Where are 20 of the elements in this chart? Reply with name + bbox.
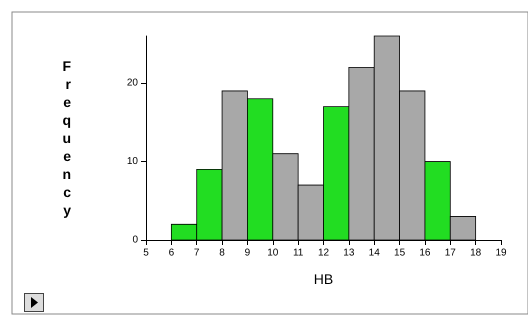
- x-tick-label: 16: [419, 248, 431, 258]
- x-tick-label: 13: [343, 248, 355, 258]
- y-tick-label: 10: [126, 156, 138, 168]
- y-tick-label: 0: [132, 234, 138, 246]
- x-tick-label: 6: [168, 248, 175, 258]
- text: Frequency: [62, 58, 71, 218]
- x-tick-label: 17: [444, 248, 456, 258]
- x-tick-label: 12: [318, 248, 330, 258]
- x-tick-label: 9: [244, 248, 251, 258]
- x-tick-label: 5: [143, 248, 150, 258]
- x-tick-label: 19: [495, 248, 507, 258]
- y-tick-label: 20: [126, 78, 138, 89]
- x-tick-label: 8: [219, 248, 226, 258]
- x-axis-title: HB: [314, 271, 334, 287]
- x-tick-label: 7: [194, 248, 200, 258]
- x-tick-label: 10: [267, 248, 279, 258]
- x-tick-label: 15: [394, 248, 406, 258]
- x-tick-label: 11: [292, 248, 304, 258]
- x-tick-label: 18: [470, 248, 482, 258]
- x-tick-label: 14: [368, 248, 380, 258]
